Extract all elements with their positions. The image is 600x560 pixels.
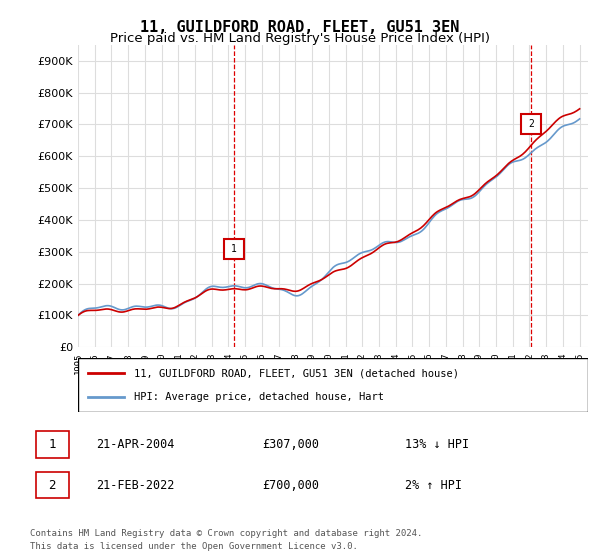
Text: 21-APR-2004: 21-APR-2004 [96, 438, 175, 451]
FancyBboxPatch shape [35, 432, 68, 458]
Text: HPI: Average price, detached house, Hart: HPI: Average price, detached house, Hart [134, 391, 384, 402]
Text: 2: 2 [49, 479, 56, 492]
Text: 1: 1 [49, 438, 56, 451]
Text: 13% ↓ HPI: 13% ↓ HPI [406, 438, 469, 451]
Text: 1: 1 [231, 245, 236, 254]
Text: 11, GUILDFORD ROAD, FLEET, GU51 3EN (detached house): 11, GUILDFORD ROAD, FLEET, GU51 3EN (det… [134, 368, 459, 379]
Text: 21-FEB-2022: 21-FEB-2022 [96, 479, 175, 492]
Text: 2% ↑ HPI: 2% ↑ HPI [406, 479, 463, 492]
Text: Contains HM Land Registry data © Crown copyright and database right 2024.: Contains HM Land Registry data © Crown c… [30, 529, 422, 538]
Text: Price paid vs. HM Land Registry's House Price Index (HPI): Price paid vs. HM Land Registry's House … [110, 32, 490, 45]
Text: 11, GUILDFORD ROAD, FLEET, GU51 3EN: 11, GUILDFORD ROAD, FLEET, GU51 3EN [140, 20, 460, 35]
FancyBboxPatch shape [78, 358, 588, 412]
FancyBboxPatch shape [35, 472, 68, 498]
Text: £307,000: £307,000 [262, 438, 319, 451]
Text: This data is licensed under the Open Government Licence v3.0.: This data is licensed under the Open Gov… [30, 542, 358, 551]
Text: 2: 2 [529, 119, 535, 129]
Text: £700,000: £700,000 [262, 479, 319, 492]
